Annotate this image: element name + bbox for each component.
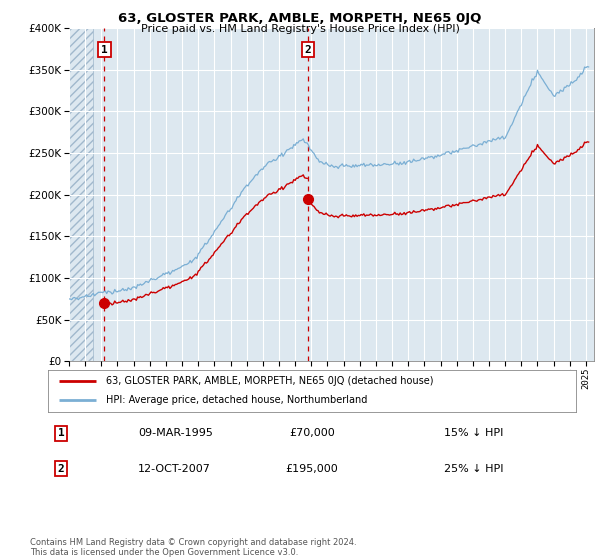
Text: 12-OCT-2007: 12-OCT-2007: [138, 464, 211, 474]
Text: 1: 1: [101, 45, 108, 55]
Text: Contains HM Land Registry data © Crown copyright and database right 2024.
This d: Contains HM Land Registry data © Crown c…: [30, 538, 356, 557]
Text: 25% ↓ HPI: 25% ↓ HPI: [444, 464, 503, 474]
Text: 63, GLOSTER PARK, AMBLE, MORPETH, NE65 0JQ (detached house): 63, GLOSTER PARK, AMBLE, MORPETH, NE65 0…: [106, 376, 434, 386]
Text: Price paid vs. HM Land Registry's House Price Index (HPI): Price paid vs. HM Land Registry's House …: [140, 24, 460, 34]
Text: £195,000: £195,000: [286, 464, 338, 474]
Text: 63, GLOSTER PARK, AMBLE, MORPETH, NE65 0JQ: 63, GLOSTER PARK, AMBLE, MORPETH, NE65 0…: [118, 12, 482, 25]
Text: 09-MAR-1995: 09-MAR-1995: [138, 428, 212, 438]
Bar: [69, 28, 93, 361]
Text: 15% ↓ HPI: 15% ↓ HPI: [444, 428, 503, 438]
Text: 2: 2: [58, 464, 65, 474]
Text: £70,000: £70,000: [289, 428, 335, 438]
Text: 1: 1: [58, 428, 65, 438]
Text: HPI: Average price, detached house, Northumberland: HPI: Average price, detached house, Nort…: [106, 395, 367, 405]
Text: 2: 2: [304, 45, 311, 55]
